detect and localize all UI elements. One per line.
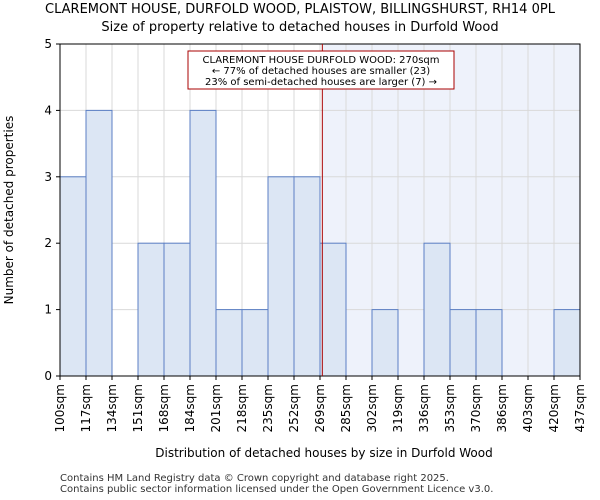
y-tick-label: 5 (44, 37, 52, 51)
bar-370sqm (475, 309, 503, 377)
chart-svg: 0 1 2 3 4 5 100sqm 117sqm 134sqm 151sqm 168sqm 184s… (2, 37, 587, 460)
bar-302sqm (371, 309, 399, 377)
y-tick-label: 1 (44, 303, 52, 317)
footer-line-2: Contains public sector information licen… (60, 484, 494, 495)
x-tick-label: 269sqm (313, 384, 327, 432)
bar-201sqm (215, 309, 243, 377)
bar-117sqm (85, 109, 113, 377)
x-tick-label: 218sqm (235, 384, 249, 432)
chart-title: CLAREMONT HOUSE, DURFOLD WOOD, PLAISTOW,… (45, 2, 555, 17)
y-tick-label: 2 (44, 236, 52, 250)
bar-336sqm (423, 242, 451, 377)
annotation-box (187, 50, 455, 90)
bar-184sqm (189, 109, 217, 377)
bar-151sqm (137, 242, 165, 377)
chart-subtitle: Size of property relative to detached ho… (101, 20, 499, 35)
x-tick-label: 235sqm (261, 384, 275, 432)
bar-353sqm (449, 309, 477, 377)
x-tick-label: 134sqm (105, 384, 119, 432)
annotation-line-2: ← 77% of detached houses are smaller (23… (212, 66, 430, 77)
y-tick-label: 3 (44, 170, 52, 184)
x-tick-label: 285sqm (339, 384, 353, 432)
y-tick-label: 0 (44, 369, 52, 383)
x-tick-label: 252sqm (287, 384, 301, 432)
y-tick-label: 4 (44, 103, 52, 117)
bar-168sqm (163, 242, 191, 377)
x-tick-label: 168sqm (157, 384, 171, 432)
x-tick-label: 100sqm (53, 384, 67, 432)
bar-252sqm (293, 176, 321, 377)
x-axis-label: Distribution of detached houses by size … (155, 446, 492, 460)
x-tick-label: 437sqm (573, 384, 587, 432)
footer-line-1: Contains HM Land Registry data © Crown c… (60, 473, 449, 484)
bar-420sqm (553, 309, 581, 377)
x-tick-label: 403sqm (521, 384, 535, 432)
bar-100sqm (59, 176, 87, 377)
x-tick-label: 302sqm (365, 384, 379, 432)
bar-269sqm (319, 242, 347, 377)
x-tick-label: 420sqm (547, 384, 561, 432)
x-tick-label: 184sqm (183, 384, 197, 432)
x-tick-label: 336sqm (417, 384, 431, 432)
annotation-line-1: CLAREMONT HOUSE DURFOLD WOOD: 270sqm (202, 55, 439, 66)
bar-235sqm (267, 176, 295, 377)
x-tick-label: 151sqm (131, 384, 145, 432)
x-tick-label: 319sqm (391, 384, 405, 432)
x-tick-label: 353sqm (443, 384, 457, 432)
y-axis-label: Number of detached properties (2, 116, 16, 305)
annotation-line-3: 23% of semi-detached houses are larger (… (205, 77, 437, 88)
x-tick-label: 117sqm (79, 384, 93, 432)
x-tick-label: 201sqm (209, 384, 223, 432)
x-tick-label: 386sqm (495, 384, 509, 432)
bar-218sqm (241, 309, 269, 377)
x-tick-label: 370sqm (469, 384, 483, 432)
